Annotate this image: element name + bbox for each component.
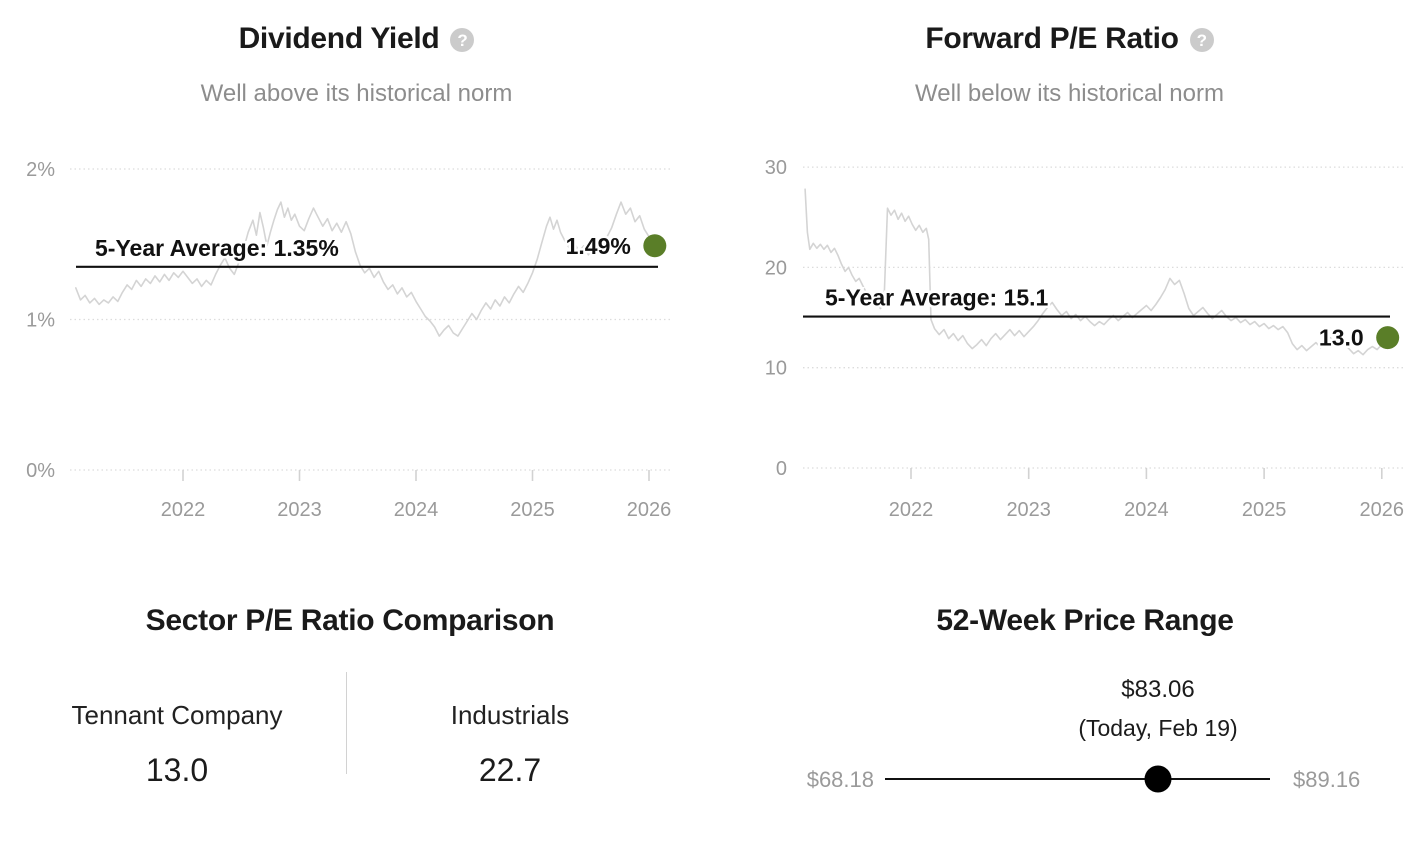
forward-pe-ytick-label: 20 [765, 257, 787, 279]
question-mark-glyph: ? [457, 30, 468, 50]
dividend-yield-current-label: 1.49% [566, 233, 631, 259]
forward-pe-xtick-label: 2024 [1124, 499, 1169, 521]
dividend-yield-panel: Dividend Yield ? Well above its historic… [0, 0, 713, 560]
forward-pe-current-dot [1376, 326, 1400, 350]
dividend-yield-xtick-label: 2025 [510, 499, 555, 521]
low-price-label: $68.18 [806, 767, 874, 792]
dividend-yield-title: Dividend Yield [238, 22, 440, 55]
dividend-yield-title-row: Dividend Yield ? [0, 20, 713, 58]
help-icon[interactable]: ? [1189, 28, 1214, 52]
forward-pe-ytick-label: 0 [776, 458, 787, 480]
dividend-yield-xtick-label: 2026 [627, 499, 672, 521]
price-range-track [885, 778, 1270, 780]
forward-pe-xtick-label: 2025 [1242, 499, 1287, 521]
forward-pe-title-row: Forward P/E Ratio ? [713, 20, 1426, 58]
forward-pe-xtick-label: 2023 [1006, 499, 1050, 521]
dividend-yield-current-dot [643, 234, 667, 258]
forward-pe-title: Forward P/E Ratio [925, 22, 1179, 55]
dividend-yield-subtitle: Well above its historical norm [200, 80, 513, 107]
forward-pe-current-label: 13.0 [1319, 325, 1364, 351]
dividend-yield-average-label: 5-Year Average: 1.35% [95, 235, 339, 261]
dividend-yield-xtick-label: 2022 [161, 499, 206, 521]
dividend-yield-ytick-label: 2% [26, 159, 55, 181]
forward-pe-xtick-label: 2026 [1360, 499, 1405, 521]
dividend-yield-xtick-label: 2024 [394, 499, 439, 521]
forward-pe-xtick-label: 2022 [889, 499, 934, 521]
dividend-yield-ytick-label: 0% [26, 460, 55, 482]
current-price-label: $83.06 [1121, 676, 1195, 703]
question-mark-glyph: ? [1196, 30, 1207, 50]
company-column-label: Tennant Company [71, 700, 283, 730]
current-price-marker [1144, 765, 1172, 793]
sector-pe-comparison-panel: Sector P/E Ratio Comparison Tennant Comp… [0, 560, 713, 844]
forward-pe-ytick-label: 30 [765, 157, 787, 179]
sector-pe-value: 22.7 [478, 752, 542, 788]
forward-pe-average-label: 5-Year Average: 15.1 [825, 285, 1049, 311]
dividend-yield-chart: 0% 1% 2% 2022 2023 2024 2025 2026 5-Year Average… [26, 159, 672, 521]
current-price-date: (Today, Feb 19) [1078, 715, 1238, 741]
company-pe-value: 13.0 [145, 752, 209, 788]
help-icon[interactable]: ? [450, 28, 475, 52]
price-range-panel: 52-Week Price Range $83.06 (Today, Feb 1… [713, 560, 1426, 844]
forward-pe-series-line [804, 188, 1389, 356]
dividend-yield-ytick-label: 1% [26, 310, 55, 332]
forward-pe-ytick-label: 10 [765, 358, 787, 380]
forward-pe-panel: Forward P/E Ratio ? Well below its histo… [713, 0, 1426, 560]
sector-column-label: Industrials [450, 700, 570, 730]
dividend-yield-xtick-label: 2023 [277, 499, 322, 521]
column-divider [346, 672, 347, 774]
forward-pe-subtitle: Well below its historical norm [915, 80, 1224, 107]
sector-pe-comparison-title: Sector P/E Ratio Comparison [145, 604, 555, 637]
forward-pe-chart: 0 10 20 30 2022 2023 2024 2025 2026 5-Year Averag… [765, 157, 1405, 521]
dividend-yield-series-line [75, 201, 656, 337]
high-price-label: $89.16 [1293, 767, 1361, 792]
price-range-title: 52-Week Price Range [936, 604, 1234, 637]
